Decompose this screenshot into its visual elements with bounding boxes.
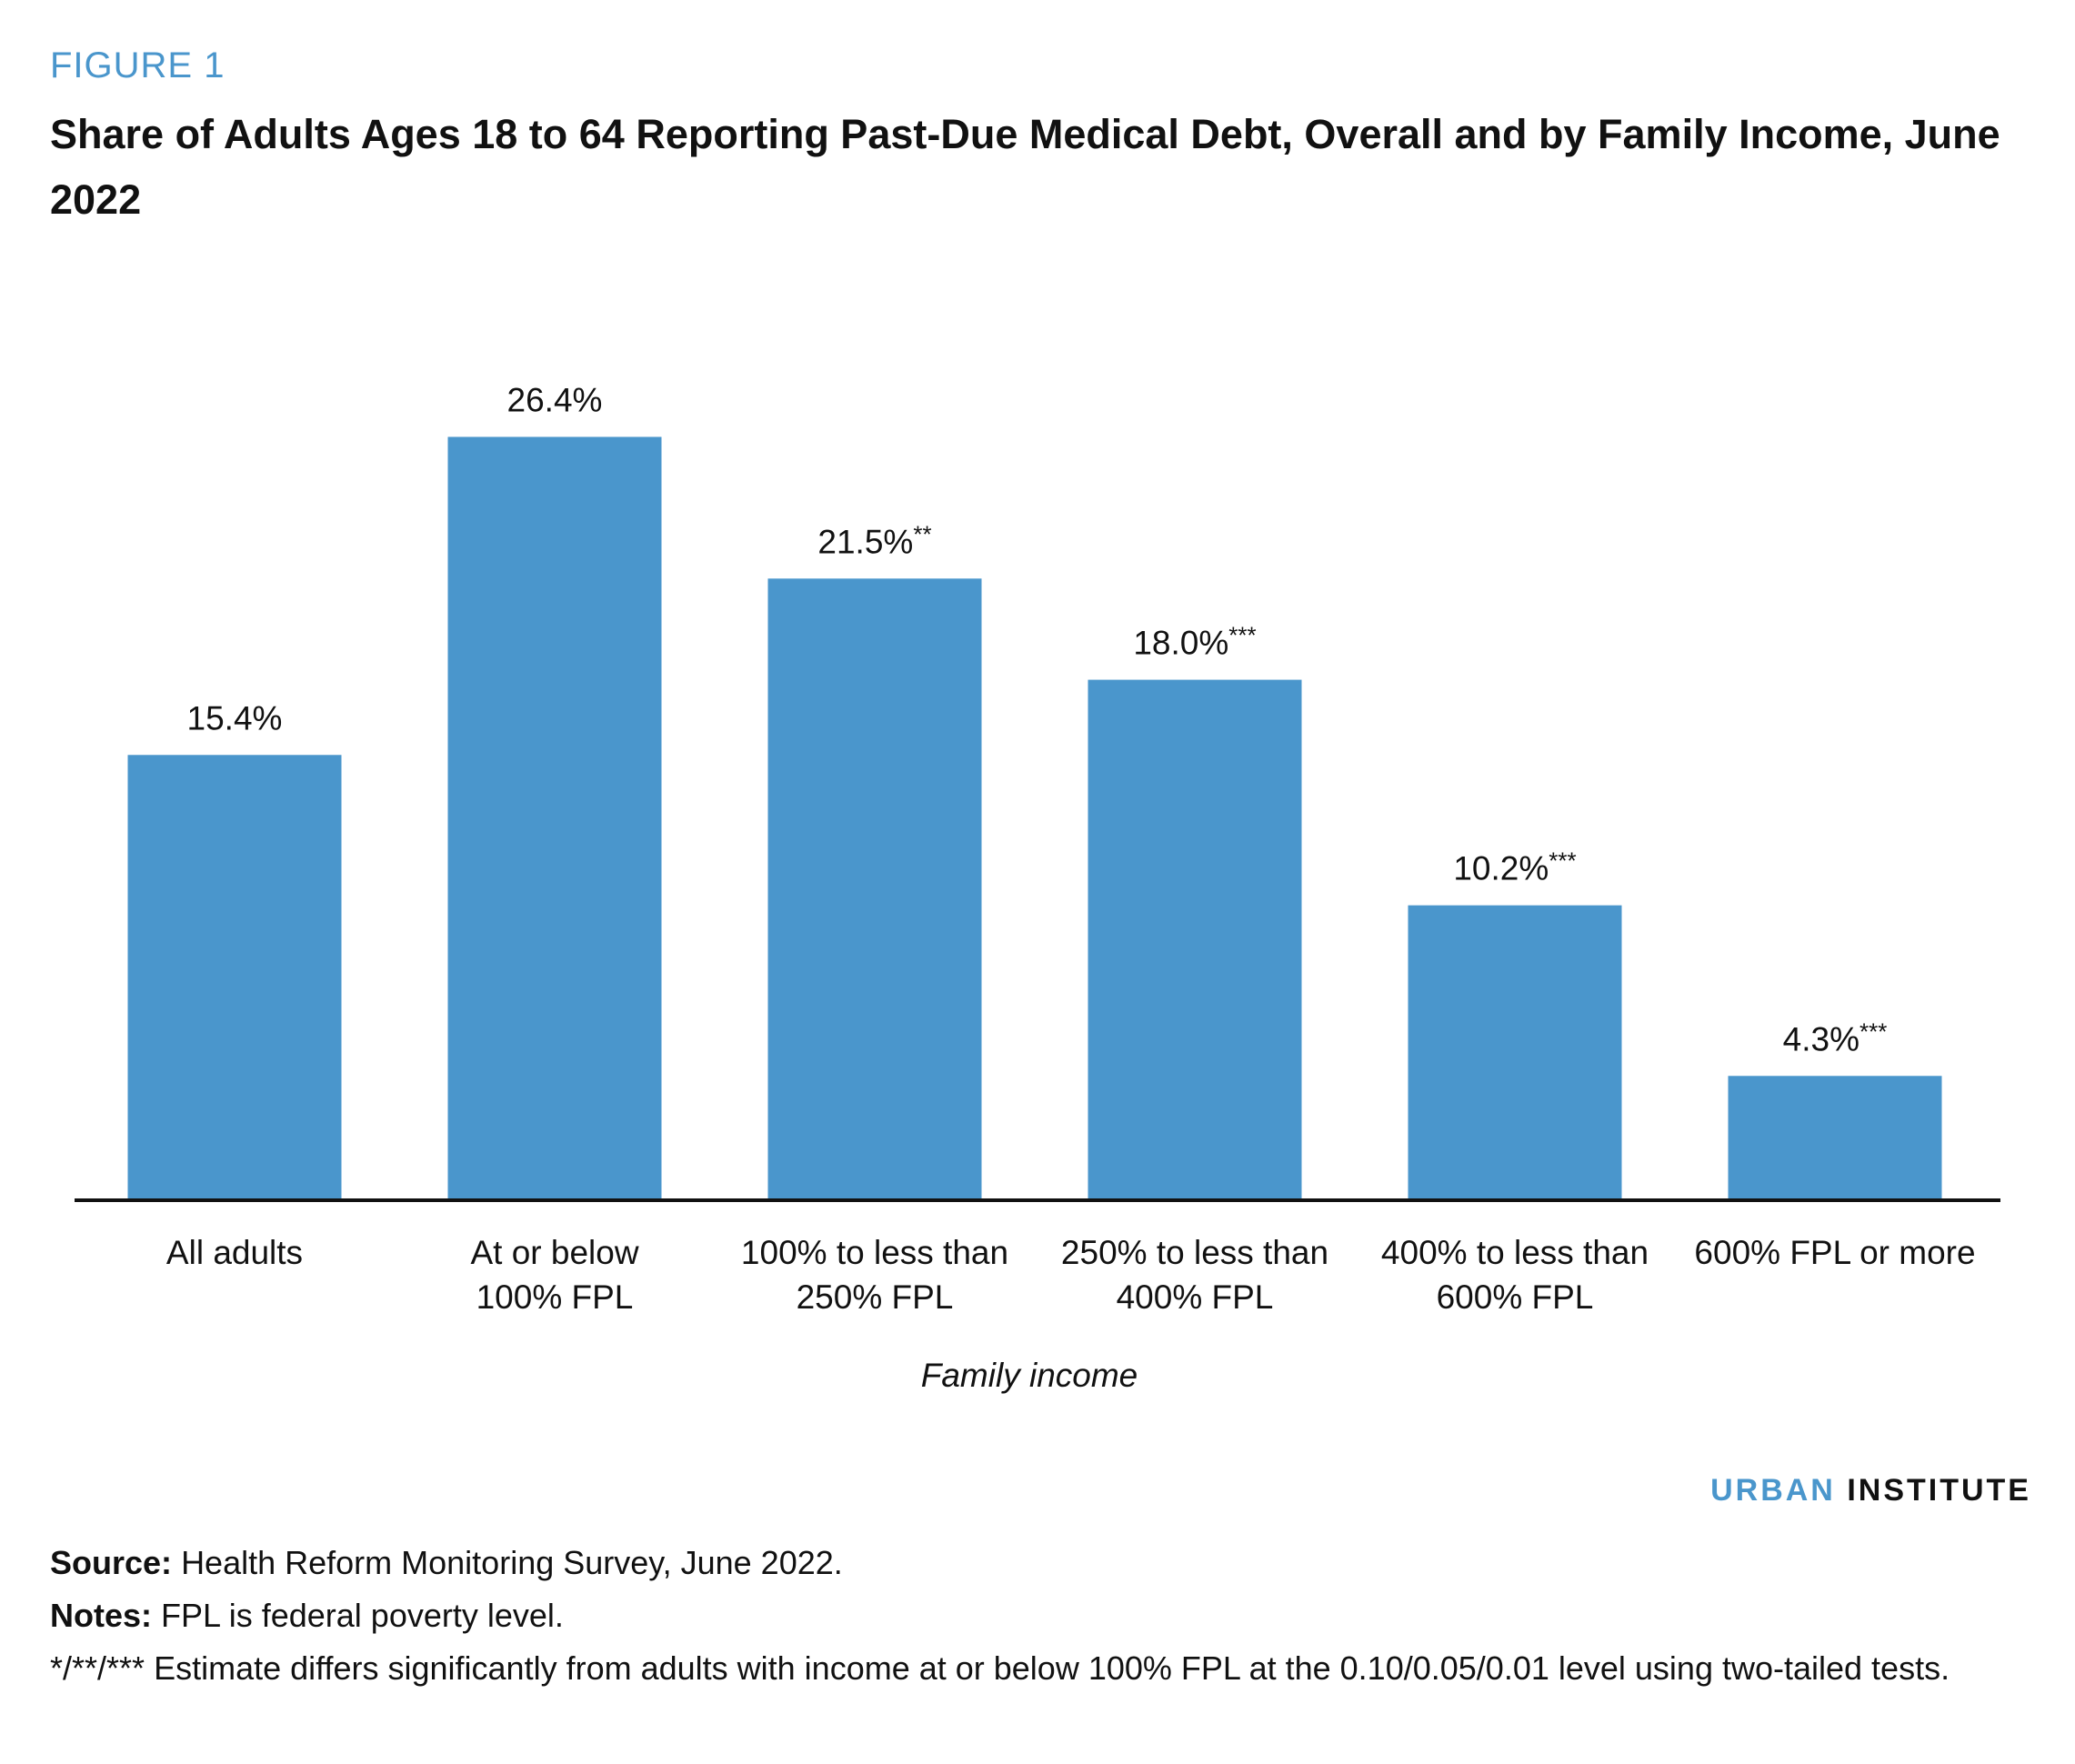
significance-marker-3: ** (913, 520, 931, 547)
chart-notes: Source: Health Reform Monitoring Survey,… (50, 1537, 2032, 1695)
data-label-3: 21.5%** (817, 520, 931, 560)
data-label-4: 18.0%*** (1133, 622, 1256, 662)
bar-3 (767, 578, 982, 1200)
category-label-2: At or below 100% FPL (470, 1234, 638, 1316)
urban-institute-logo: URBAN INSTITUTE (1710, 1473, 2031, 1508)
data-label-6: 4.3%*** (1783, 1017, 1888, 1057)
notes-text: FPL is federal poverty level. (161, 1597, 564, 1634)
source-line: Source: Health Reform Monitoring Survey,… (50, 1537, 2032, 1589)
category-label-6: 600% FPL or more (1694, 1234, 1975, 1271)
bar-2 (447, 436, 662, 1201)
bar-4 (1088, 679, 1302, 1200)
notes-line: Notes: FPL is federal poverty level. (50, 1589, 2032, 1642)
significance-marker-4: *** (1228, 622, 1256, 649)
data-label-5: 10.2%*** (1453, 847, 1576, 887)
notes-label: Notes: (50, 1597, 153, 1634)
chart-title: Share of Adults Ages 18 to 64 Reporting … (50, 111, 2000, 223)
significance-marker-5: *** (1549, 847, 1576, 875)
figure-label: FIGURE 1 (50, 45, 226, 85)
x-axis-title: Family income (921, 1357, 1138, 1394)
brand-urban: URBAN (1710, 1473, 1836, 1508)
category-label-3: 100% to less than 250% FPL (741, 1234, 1008, 1316)
source-label: Source: (50, 1544, 173, 1581)
bar-5 (1408, 905, 1622, 1200)
significance-note: */**/*** Estimate differs significantly … (50, 1649, 1950, 1687)
data-label-1: 15.4% (187, 699, 283, 737)
category-label-1: All adults (166, 1234, 303, 1271)
bar-1 (127, 755, 342, 1200)
category-label-5: 400% to less than 600% FPL (1381, 1234, 1649, 1316)
bar-6 (1728, 1076, 1942, 1200)
bar-chart: 15.4% All adults 26.4% At or below 100% FPL 2… (75, 381, 2000, 1394)
brand-institute: INSTITUTE (1847, 1473, 2031, 1508)
data-label-2: 26.4% (507, 381, 603, 418)
source-text: Health Reform Monitoring Survey, June 20… (181, 1544, 843, 1581)
category-label-4: 250% to less than 400% FPL (1061, 1234, 1328, 1316)
significance-marker-6: *** (1859, 1017, 1887, 1045)
